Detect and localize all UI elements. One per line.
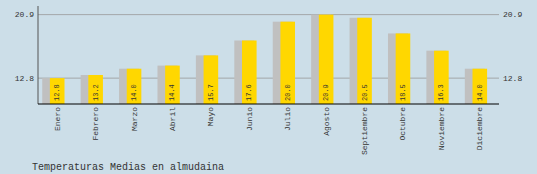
bar [242,40,257,104]
x-tick-label: Diciembre [475,107,484,150]
background [0,0,537,174]
chart: 12.8 13.2 14.0 14.4 15.7 17.6 20.0 20.9 20.5 18.5… [0,0,537,174]
bar [204,55,219,104]
data-label: 12.8 [53,84,61,101]
x-tick-label: Septiembre [360,107,369,155]
data-label: 14.0 [130,84,138,101]
x-tick-label: Agosto [322,107,331,136]
x-tick-label: Mayo [206,107,215,126]
data-label: 15.7 [207,84,215,101]
data-label: 17.6 [245,84,253,101]
bar [88,75,103,104]
bar [127,69,142,104]
data-label: 14.0 [476,84,484,101]
data-label: 14.4 [168,84,176,101]
data-label: 20.0 [284,84,292,101]
y-tick-label: 20.9 [15,10,34,19]
bar [280,22,295,104]
y-axis-line [38,6,39,104]
data-label: 13.2 [92,84,100,101]
data-label: 16.3 [437,84,445,101]
bar [357,18,372,104]
x-axis-line [38,104,499,105]
x-tick-label: Abril [168,107,177,131]
bar [434,51,449,104]
title: Temperaturas Medias en almudaina [32,162,224,173]
x-tick-label: Octubre [398,107,407,141]
grid-line [38,14,499,15]
bar [319,15,334,104]
y2-tick-label: 12.8 [503,74,522,83]
data-label: 20.5 [361,84,369,101]
bar [472,69,487,104]
data-label: 20.9 [322,84,330,101]
bar [396,33,411,104]
data-label: 18.5 [399,84,407,101]
bar [50,78,65,104]
bar [165,66,180,104]
x-tick-label: Enero [53,107,62,131]
y2-tick-label: 20.9 [503,10,522,19]
x-tick-label: Noviembre [437,107,446,150]
bars [42,15,487,104]
x-tick-label: Febrero [91,107,100,141]
x-tick-label: Julio [283,107,292,131]
y-tick-label: 12.8 [15,74,34,83]
x-tick-label: Junio [245,107,254,131]
x-tick-label: Marzo [130,107,139,131]
